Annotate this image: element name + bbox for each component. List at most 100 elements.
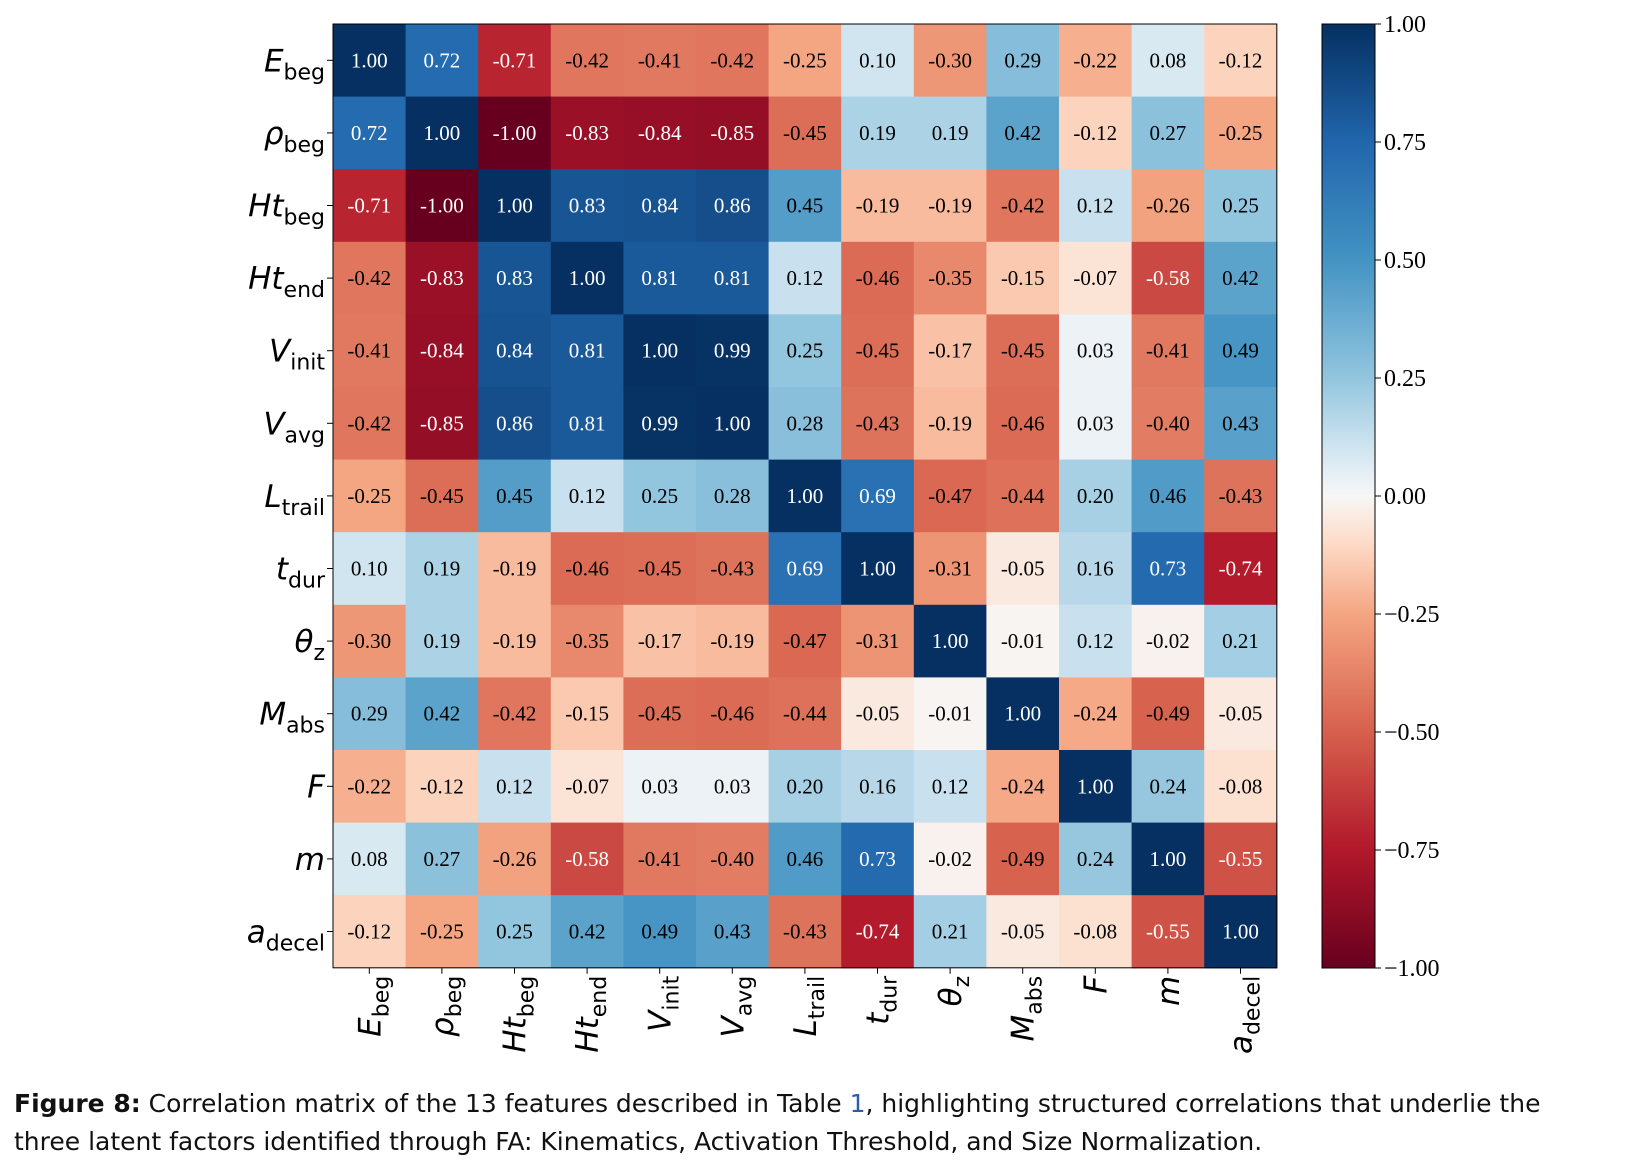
heatmap-cell-value: 0.21: [932, 920, 969, 944]
heatmap-cell-value: -0.47: [928, 484, 972, 508]
heatmap-cell-value: 0.27: [424, 847, 461, 871]
heatmap-cell-value: 0.12: [1077, 629, 1114, 653]
heatmap-cell-value: 1.00: [714, 411, 751, 435]
heatmap-cell-value: -0.17: [928, 339, 972, 363]
heatmap-cell: [550, 387, 624, 461]
heatmap-cell: [768, 750, 842, 824]
heatmap-cell: [333, 895, 407, 969]
heatmap-cell: [986, 604, 1060, 678]
x-tick-label: m: [1151, 976, 1187, 1006]
heatmap-cell: [1204, 822, 1278, 896]
heatmap-cell: [333, 169, 407, 243]
heatmap-cell: [405, 532, 479, 606]
heatmap-cell-value: -0.25: [783, 48, 827, 72]
heatmap-cell: [986, 459, 1060, 533]
heatmap-cell: [478, 387, 552, 461]
heatmap-cell-value: -0.43: [783, 920, 827, 944]
heatmap-cell-value: -0.46: [856, 266, 900, 290]
heatmap-cell-value: 0.69: [787, 557, 824, 581]
caption-table-ref[interactable]: 1: [849, 1089, 866, 1118]
heatmap-cell-value: -0.55: [1219, 847, 1263, 871]
y-tick-label: θz: [294, 624, 325, 666]
heatmap-cell: [1059, 459, 1133, 533]
heatmap-cell: [478, 604, 552, 678]
heatmap-cell-value: 1.00: [1004, 702, 1041, 726]
heatmap-cell: [913, 750, 987, 824]
heatmap-cell-value: 0.25: [641, 484, 678, 508]
heatmap-cell: [913, 604, 987, 678]
heatmap-cell: [768, 169, 842, 243]
heatmap-cell: [1131, 604, 1205, 678]
x-tick-label: Htend: [570, 976, 612, 1053]
heatmap-cell-value: -0.31: [928, 557, 972, 581]
heatmap-cell-value: -0.41: [347, 339, 391, 363]
x-tick-label: tdur: [861, 975, 903, 1025]
heatmap-cell-value: -0.17: [638, 629, 682, 653]
colorbar-tick-label: −0.25: [1384, 602, 1440, 628]
heatmap-cell: [841, 604, 915, 678]
heatmap-cell: [478, 895, 552, 969]
heatmap-cell: [1131, 169, 1205, 243]
heatmap-cell-value: -0.41: [1146, 339, 1190, 363]
heatmap-cell: [768, 314, 842, 388]
heatmap-cell-value: -0.30: [928, 48, 972, 72]
heatmap-cell: [333, 750, 407, 824]
x-tick-label: Htbeg: [498, 976, 540, 1053]
heatmap-cell-value: -0.01: [1001, 629, 1045, 653]
heatmap-cell-value: 0.83: [569, 194, 606, 218]
heatmap-cell: [1131, 677, 1205, 751]
heatmap-cell: [986, 241, 1060, 315]
heatmap-cell: [986, 895, 1060, 969]
heatmap-cell: [1204, 96, 1278, 170]
heatmap-cell: [986, 750, 1060, 824]
heatmap-cell: [841, 750, 915, 824]
heatmap-cell-value: 1.00: [1150, 847, 1187, 871]
heatmap-cell-value: -0.31: [856, 629, 900, 653]
heatmap-cell-value: 1.00: [1077, 774, 1114, 798]
heatmap-cell-value: 0.42: [569, 920, 606, 944]
y-tick-label: Htbeg: [248, 189, 325, 231]
heatmap-cell: [478, 96, 552, 170]
heatmap-cell: [1204, 895, 1278, 969]
heatmap-cell-value: 0.08: [1150, 48, 1187, 72]
heatmap-cell: [1204, 604, 1278, 678]
heatmap-cell-value: 0.21: [1222, 629, 1259, 653]
heatmap-cell: [478, 169, 552, 243]
heatmap-cell: [1131, 895, 1205, 969]
caption-text-after: , highlighting structured correlations t…: [14, 1089, 1541, 1156]
heatmap-cell: [623, 387, 697, 461]
heatmap-cell: [405, 387, 479, 461]
heatmap-cell-value: -0.26: [1146, 194, 1190, 218]
heatmap-cell-value: -0.49: [1001, 847, 1045, 871]
heatmap-cell: [478, 459, 552, 533]
heatmap-cell: [1131, 822, 1205, 896]
colorbar-tick-label: −0.75: [1384, 838, 1440, 864]
heatmap-cell: [333, 24, 407, 98]
heatmap-cell-value: 0.84: [496, 339, 533, 363]
heatmap-cell: [333, 532, 407, 606]
heatmap-cell: [1131, 96, 1205, 170]
heatmap-cell: [623, 822, 697, 896]
heatmap-cell: [768, 604, 842, 678]
heatmap-cell-value: -0.08: [1219, 774, 1263, 798]
heatmap-cell: [550, 24, 624, 98]
heatmap-cell-value: -0.25: [1219, 121, 1263, 145]
heatmap-cell: [986, 387, 1060, 461]
heatmap-cell: [333, 604, 407, 678]
heatmap-cell-value: -0.01: [928, 702, 972, 726]
heatmap-cell: [768, 532, 842, 606]
heatmap-cell: [550, 241, 624, 315]
heatmap-cell-value: -0.45: [1001, 339, 1045, 363]
heatmap-cell: [1059, 822, 1133, 896]
heatmap-cell: [841, 677, 915, 751]
heatmap-cell: [550, 895, 624, 969]
heatmap-cell-value: -0.85: [710, 121, 754, 145]
x-axis-labels: Ebeg ρbeg Htbeg Htend Vinit Vavg Ltrail tdur θz M…: [352, 967, 1266, 1054]
heatmap-cell: [550, 314, 624, 388]
heatmap-cell: [1131, 314, 1205, 388]
heatmap-cell: [841, 241, 915, 315]
heatmap-cell-value: 1.00: [569, 266, 606, 290]
heatmap-cell-value: -0.05: [856, 702, 900, 726]
heatmap-cell: [696, 241, 770, 315]
heatmap-cell-value: 0.99: [641, 411, 678, 435]
